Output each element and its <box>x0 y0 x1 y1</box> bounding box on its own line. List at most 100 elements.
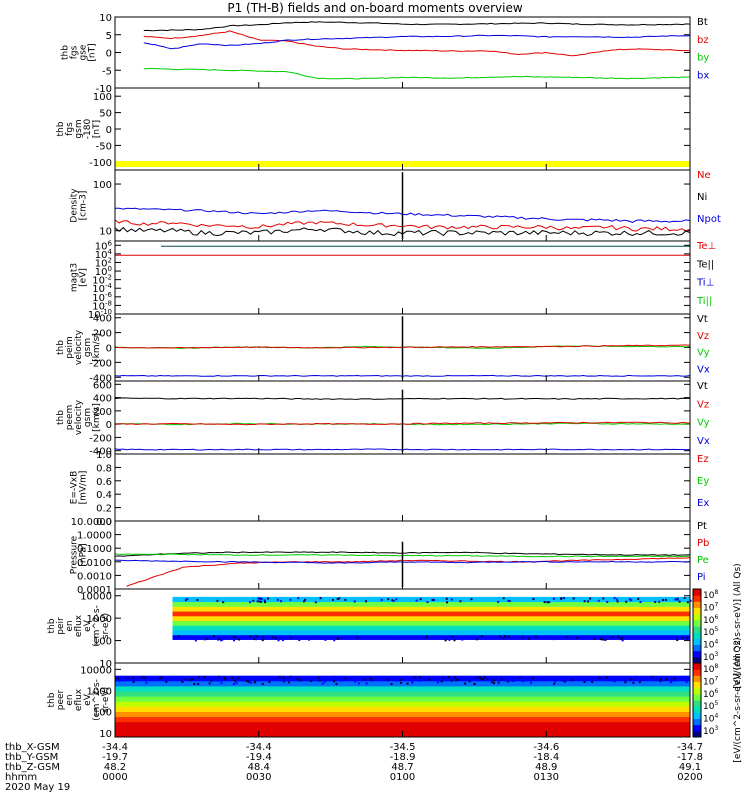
colorbar-segment <box>693 687 701 695</box>
spectrogram-speckle <box>232 682 235 685</box>
y-tick-label: -100 <box>89 158 112 169</box>
spectrogram-speckle <box>436 681 439 684</box>
colorbar-tick-label: 106 <box>703 688 718 700</box>
spectrogram-speckle <box>461 638 464 641</box>
spectrogram-speckle <box>256 600 259 603</box>
spectrogram-speckle <box>392 636 395 639</box>
spectrogram-speckle <box>473 682 476 685</box>
colorbar-tick-label: 103 <box>703 651 718 663</box>
x-axis-value: 48.2 <box>104 762 126 773</box>
spectrogram-speckle <box>324 638 327 641</box>
spectrogram-speckle <box>396 638 399 641</box>
x-axis-value: -19.4 <box>246 752 272 763</box>
spectrogram-speckle <box>265 678 268 681</box>
spectrogram-speckle <box>231 677 234 680</box>
y-axis-label: thb peir en eflux eV (cm^2-s-sr-eV) <box>47 605 111 647</box>
spectrogram-speckle <box>282 676 285 679</box>
spectrogram-speckle <box>637 597 640 600</box>
spectrogram-speckle <box>502 597 505 600</box>
spectrogram-speckle <box>563 597 566 600</box>
x-axis-value: 0030 <box>246 772 271 783</box>
spectrogram-speckle <box>440 680 443 683</box>
y-axis-label-line: peir <box>56 617 66 635</box>
x-axis-value: -17.8 <box>677 752 703 763</box>
legend-pt: Pt <box>697 521 707 532</box>
spectrogram-speckle <box>344 598 347 601</box>
spectrogram-speckle <box>480 635 483 638</box>
y-axis-label-line: [km/s] <box>92 403 102 432</box>
spectrogram-speckle <box>553 682 556 685</box>
spectrogram-speckle <box>686 601 689 604</box>
spectrogram-speckle <box>332 680 335 683</box>
x-axis-date: 2020 May 19 <box>5 782 70 793</box>
spectrogram-speckle <box>362 636 365 639</box>
colorbar-segment <box>693 613 701 621</box>
colorbar-segment <box>693 724 701 732</box>
spectrogram-speckle <box>385 678 388 681</box>
series-line-bt <box>143 21 691 32</box>
colorbar-tick-exponent: 3 <box>714 651 718 658</box>
spectrogram-speckle <box>507 636 510 639</box>
spectrogram-speckle <box>546 678 549 681</box>
spectrogram-speckle <box>392 599 395 602</box>
legend-vz: Vz <box>697 399 709 410</box>
spectrogram-speckle <box>364 600 367 603</box>
spectrogram-speckle <box>476 676 479 679</box>
spectrogram-speckle <box>276 598 279 601</box>
x-axis-value: -18.9 <box>390 752 416 763</box>
spectrogram-speckle <box>158 677 161 680</box>
y-tick-label: -400 <box>89 447 112 458</box>
colorbar-segment <box>693 656 701 664</box>
spectrogram-speckle <box>344 677 347 680</box>
x-axis-value: 49.1 <box>679 762 701 773</box>
legend-vy: Vy <box>697 348 710 359</box>
y-axis-label-line: [nT] <box>88 43 98 61</box>
spectrogram-speckle <box>445 597 448 600</box>
y-axis-label-line: thb <box>47 618 57 633</box>
y-axis-label-line: gse <box>79 44 89 60</box>
legend-vx: Vx <box>697 436 710 447</box>
spectrogram-speckle <box>234 679 237 682</box>
spectrogram-speckle <box>617 677 620 680</box>
spectrogram-speckle <box>597 599 600 602</box>
y-axis-label: thb fgs gse [nT] <box>61 43 98 61</box>
spectrogram-speckle <box>500 678 503 681</box>
legend-pe: Pe <box>697 555 709 566</box>
y-axis-label: thb peim velocity gsm [km/s] <box>56 329 102 365</box>
spectrogram-band <box>115 680 690 687</box>
spectrogram-speckle <box>447 676 450 679</box>
spectrogram-band <box>115 691 690 697</box>
spectrogram-speckle <box>446 601 449 604</box>
spectrogram-speckle <box>208 682 211 685</box>
spectrogram-speckle <box>369 677 372 680</box>
y-axis-label-line: en <box>65 620 75 631</box>
spectrogram-speckle <box>189 679 192 682</box>
colorbar-segment <box>693 644 701 652</box>
y-tick-label: 10000 <box>80 592 112 603</box>
x-axis-value: -34.4 <box>246 742 272 753</box>
y-axis-label-line: [eV] <box>79 268 89 287</box>
y-tick-label: 5 <box>106 31 112 42</box>
spectrogram-speckle <box>181 681 184 684</box>
spectrogram-speckle <box>532 598 535 601</box>
spectrogram-speckle <box>658 636 661 639</box>
y-axis-label-line: thb <box>47 692 57 707</box>
colorbar-segment <box>693 626 701 633</box>
spectrogram-speckle <box>235 681 238 684</box>
spectrogram-speckle <box>602 638 605 641</box>
spectrogram-speckle <box>145 681 148 684</box>
spectrogram-speckle <box>534 635 537 638</box>
spectrogram-speckle <box>459 600 462 603</box>
series-line-bx <box>143 34 691 50</box>
spectrogram-speckle <box>419 598 422 601</box>
x-axis-row-label: hhmm <box>5 772 37 783</box>
spectrogram-speckle <box>661 599 664 602</box>
spectrogram-speckle <box>203 638 206 641</box>
spectrogram-speckle <box>638 681 641 684</box>
colorbar-segment <box>693 675 701 682</box>
panel-frame <box>114 240 691 315</box>
y-tick-label: 1.0 <box>96 450 112 461</box>
plot-title: P1 (TH-B) fields and on-board moments ov… <box>227 1 523 15</box>
spectrogram-speckle <box>497 681 500 684</box>
